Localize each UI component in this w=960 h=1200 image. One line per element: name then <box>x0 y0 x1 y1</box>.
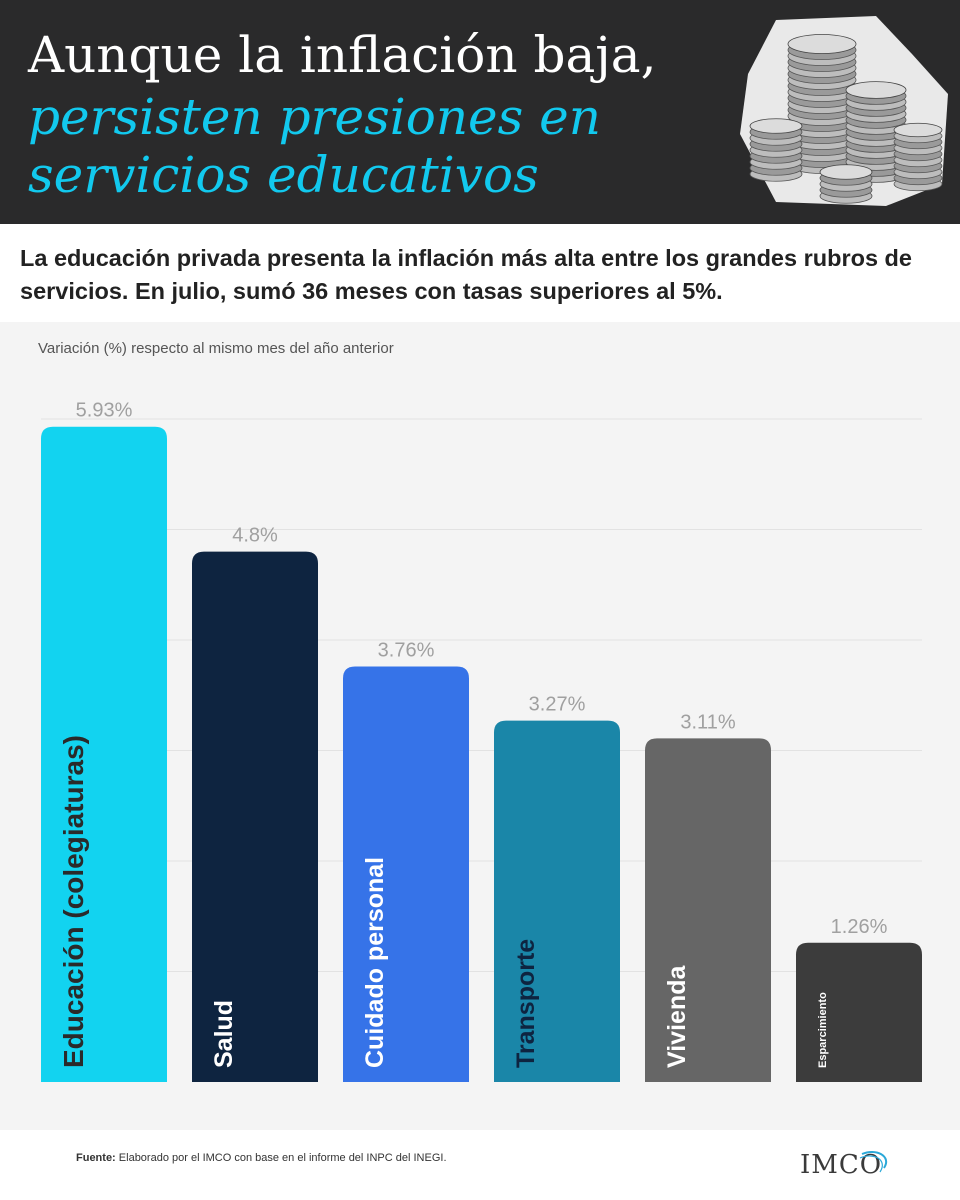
y-axis-label: Variación (%) respecto al mismo mes del … <box>38 340 394 357</box>
imco-logo: IMCO <box>796 1142 896 1186</box>
category-label: Esparcimiento <box>817 992 829 1068</box>
chart-area: Variación (%) respecto al mismo mes del … <box>0 322 960 1130</box>
subtitle: La educación privada presenta la inflaci… <box>20 245 912 304</box>
logo-text: IMCO <box>800 1150 883 1180</box>
bar-value-label: 4.8% <box>232 525 278 547</box>
bar-value-label: 3.11% <box>680 711 735 733</box>
category-label: Educación (colegiaturas) <box>58 735 89 1068</box>
bar <box>645 738 771 1082</box>
bar-value-label: 1.26% <box>831 916 888 938</box>
title-line-3: servicios educativos <box>28 146 539 204</box>
bar-value-label: 3.76% <box>378 640 435 662</box>
title-line-1: Aunque la inflación baja, <box>28 26 657 84</box>
coin-stack-icon <box>740 16 948 206</box>
bar-value-label: 5.93% <box>76 400 133 422</box>
bar-chart: Variación (%) respecto al mismo mes del … <box>38 340 922 1082</box>
source-text: Elaborado por el IMCO con base en el inf… <box>115 1152 447 1164</box>
logo-swoosh-icon <box>859 1150 887 1173</box>
bar <box>343 666 469 1082</box>
bar <box>192 551 318 1082</box>
category-label: Transporte <box>512 939 540 1068</box>
source-note: Fuente: Elaborado por el IMCO con base e… <box>76 1152 447 1164</box>
category-label: Cuidado personal <box>361 857 389 1068</box>
footer: Fuente: Elaborado por el IMCO con base e… <box>0 1130 960 1200</box>
bar <box>41 426 167 1082</box>
category-label: Salud <box>210 1000 238 1068</box>
bar <box>494 720 620 1082</box>
source-label: Fuente: <box>76 1152 116 1164</box>
header-banner: Aunque la inflación baja, persisten pres… <box>0 0 960 224</box>
category-label: Vivienda <box>663 965 691 1068</box>
title-line-2: persisten presiones en <box>28 88 601 146</box>
bar <box>796 942 922 1082</box>
bar-value-label: 3.27% <box>529 694 586 716</box>
